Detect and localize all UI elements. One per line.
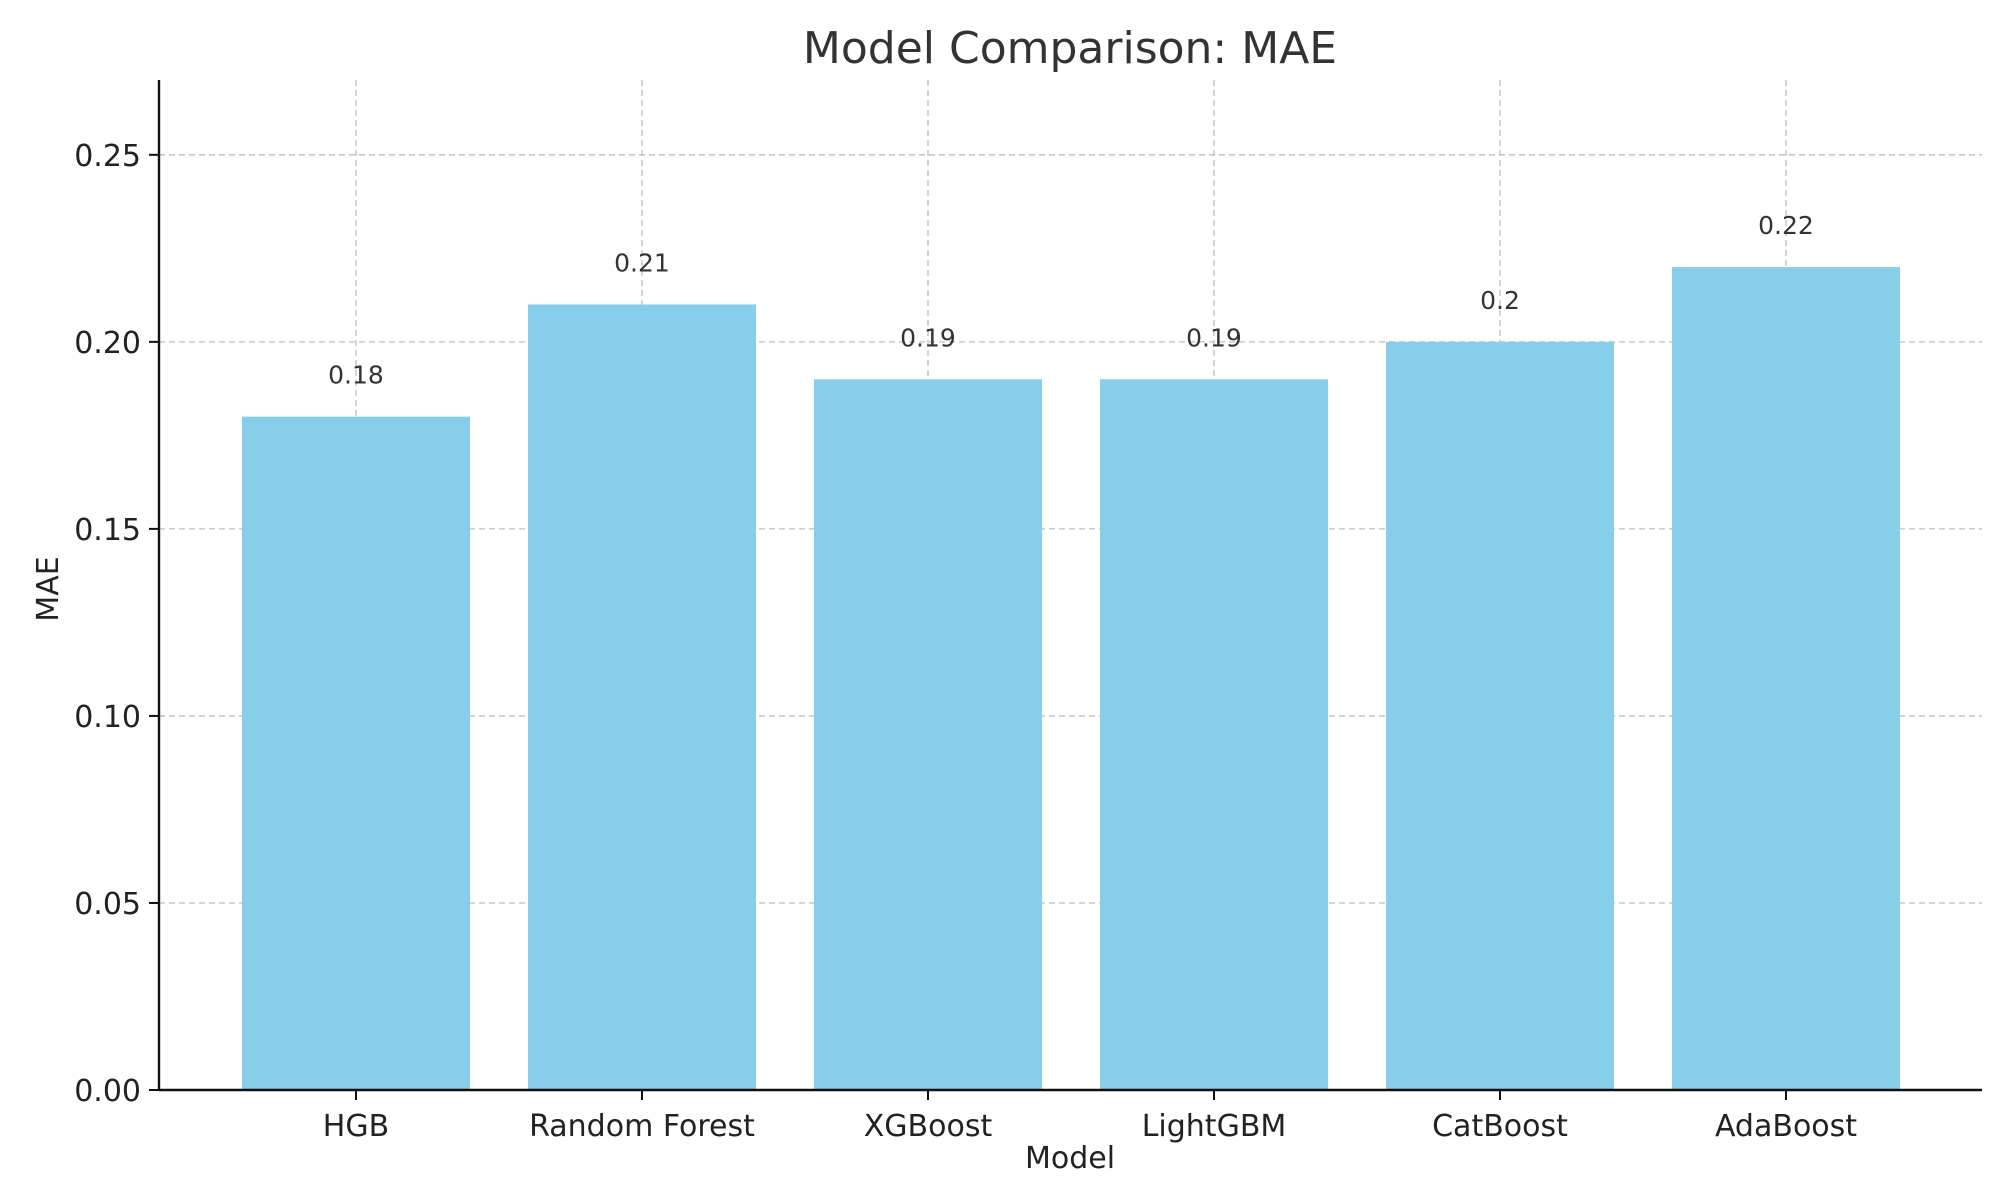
x-axis-ticks: HGB Random Forest XGBoost LightGBM CatBoost A… [323,1090,1857,1144]
value-label: 0.19 [900,323,956,352]
bar-hgb [242,416,470,1091]
value-label: 0.22 [1758,211,1814,240]
y-tick-label: 0.10 [74,700,141,735]
value-labels: 0.18 0.21 0.19 0.19 0.2 0.22 [328,211,1814,390]
y-tick-label: 0.05 [74,887,141,922]
x-tick-label: Random Forest [529,1109,755,1144]
x-axis-label: Model [1025,1141,1115,1176]
value-label: 0.2 [1480,286,1520,315]
x-tick-label: LightGBM [1142,1109,1287,1144]
bars [242,267,1900,1091]
x-tick-label: HGB [323,1109,389,1144]
y-tick-label: 0.25 [74,139,141,174]
y-axis-ticks: 0.00 0.05 0.10 0.15 0.20 0.25 [74,139,159,1109]
bar-lightgbm [1100,379,1328,1090]
y-tick-label: 0.15 [74,513,141,548]
x-tick-label: XGBoost [864,1109,993,1144]
chart-title: Model Comparison: MAE [803,23,1337,74]
value-label: 0.21 [614,248,670,277]
y-tick-label: 0.20 [74,326,141,361]
y-axis-label: MAE [31,556,66,621]
bar-xgboost [814,379,1042,1090]
x-tick-label: CatBoost [1432,1109,1568,1144]
bar-catboost [1386,341,1614,1091]
y-tick-label: 0.00 [74,1074,141,1109]
value-label: 0.19 [1186,323,1242,352]
bar-random-forest [528,304,756,1090]
value-label: 0.18 [328,361,384,390]
x-tick-label: AdaBoost [1715,1109,1857,1144]
bar-adaboost [1672,267,1900,1090]
